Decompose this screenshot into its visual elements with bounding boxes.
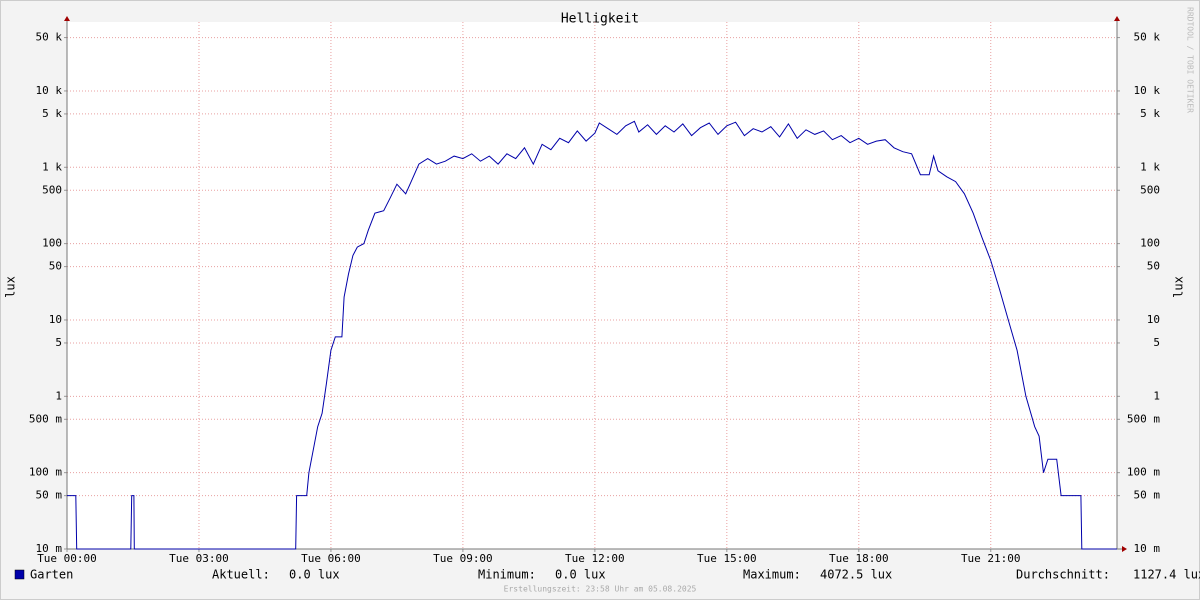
y-tick-label-right: 100 m [1127, 466, 1160, 479]
stat-label: Minimum: [478, 568, 536, 582]
y-tick-label: 100 [42, 237, 62, 250]
y-tick-label-right: 50 [1147, 260, 1160, 273]
x-tick-label: Tue 03:00 [169, 552, 229, 565]
y-tick-label: 50 k [36, 31, 63, 44]
y-tick-label: 10 [49, 313, 62, 326]
x-tick-label: Tue 18:00 [829, 552, 889, 565]
y-tick-label: 5 k [42, 107, 62, 120]
y-tick-label-right: 100 [1140, 237, 1160, 250]
axis-arrow [1122, 546, 1127, 552]
y-tick-label: 5 [55, 336, 62, 349]
legend-label: Garten [30, 568, 73, 582]
stat-value: 0.0 lux [289, 568, 340, 582]
y-tick-label-right: 50 k [1134, 31, 1161, 44]
watermark: RRDTOOL / TOBI OETIKER [1186, 7, 1195, 113]
y-axis-label: lux [4, 276, 18, 298]
chart-title: Helligkeit [561, 12, 639, 27]
stat-value: 1127.4 lux [1133, 568, 1200, 582]
x-tick-label: Tue 21:00 [961, 552, 1021, 565]
legend-swatch [14, 569, 25, 580]
y-tick-label: 100 m [29, 466, 62, 479]
y-tick-label: 50 [49, 260, 62, 273]
y-axis-label-right: lux [1172, 276, 1186, 298]
x-tick-label: Tue 09:00 [433, 552, 493, 565]
y-tick-label: 10 k [36, 84, 63, 97]
y-tick-label-right: 1 [1153, 389, 1160, 402]
y-tick-label: 1 [55, 389, 62, 402]
axis-arrow [64, 16, 70, 21]
y-tick-label-right: 10 [1147, 313, 1160, 326]
x-tick-label: Tue 15:00 [697, 552, 757, 565]
y-tick-label-right: 10 k [1134, 84, 1161, 97]
y-tick-label: 500 m [29, 412, 62, 425]
plot-area [67, 22, 1117, 549]
y-tick-label-right: 10 m [1134, 542, 1161, 555]
y-tick-label: 50 m [36, 489, 63, 502]
stat-value: 4072.5 lux [820, 568, 892, 582]
axis-arrow [1114, 16, 1120, 21]
x-tick-label: Tue 06:00 [301, 552, 361, 565]
y-tick-label-right: 50 m [1134, 489, 1161, 502]
y-tick-label-right: 500 [1140, 183, 1160, 196]
x-tick-label: Tue 12:00 [565, 552, 625, 565]
y-tick-label-right: 500 m [1127, 412, 1160, 425]
stat-label: Maximum: [743, 568, 801, 582]
data-line [67, 120, 1117, 550]
y-tick-label: 500 [42, 183, 62, 196]
stat-value: 0.0 lux [555, 568, 606, 582]
y-tick-label-right: 1 k [1140, 160, 1160, 173]
y-tick-label-right: 5 k [1140, 107, 1160, 120]
x-tick-label: Tue 00:00 [37, 552, 97, 565]
stat-label: Durchschnitt: [1016, 568, 1110, 582]
stat-label: Aktuell: [212, 568, 270, 582]
y-tick-label: 1 k [42, 160, 62, 173]
y-tick-label: 10 m [36, 542, 63, 555]
footer: Erstellungszeit: 23:58 Uhr am 05.08.2025 [504, 585, 697, 594]
y-tick-label-right: 5 [1153, 336, 1160, 349]
